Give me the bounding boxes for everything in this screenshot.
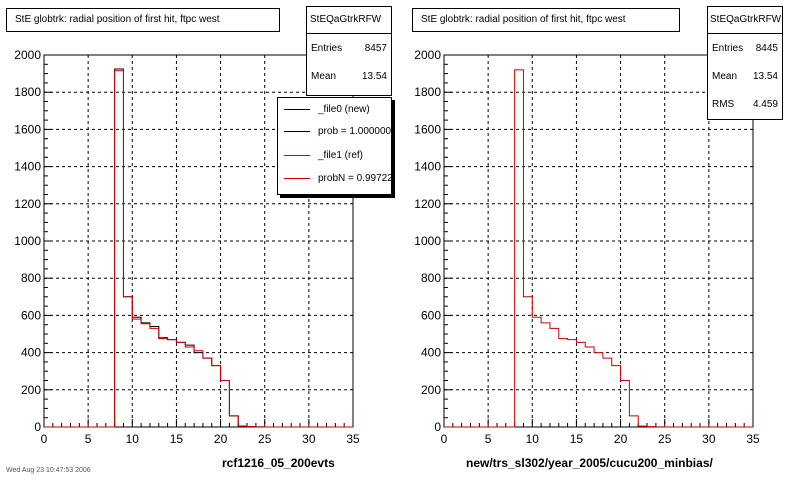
- left-stats-mean-value: 13.54: [361, 71, 387, 82]
- right-y-tick-label: 200: [421, 383, 441, 397]
- legend-item-ref: _file1 (ref): [278, 150, 391, 168]
- left-y-tick-label: 1200: [14, 197, 41, 211]
- legend-box: _file0 (new) prob = 1.000000 _file1 (ref…: [277, 97, 392, 195]
- left-x-tick-label: 25: [258, 432, 272, 446]
- left-plot-title: StE globtrk: radial position of first hi…: [6, 8, 280, 32]
- left-x-tick-label: 5: [85, 432, 92, 446]
- legend-line-probn: [284, 178, 310, 179]
- legend-item-new: _file0 (new): [278, 104, 391, 122]
- right-y-tick-label: 1400: [414, 160, 441, 174]
- left-x-axis-label: rcf1216_05_200evts: [222, 456, 335, 470]
- right-plot-title: StE globtrk: radial position of first hi…: [412, 8, 680, 32]
- right-x-tick-label: 20: [614, 432, 628, 446]
- left-y-tick-label: 1600: [14, 122, 41, 136]
- right-stats-mean-label: Mean: [712, 71, 738, 82]
- left-x-tick-label: 35: [346, 432, 360, 446]
- right-y-tick-label: 2000: [414, 48, 441, 62]
- right-y-tick-label: 0: [434, 420, 441, 434]
- left-x-tick-label: 15: [170, 432, 184, 446]
- left-y-tick-label: 1800: [14, 85, 41, 99]
- left-y-tick-label: 0: [34, 420, 41, 434]
- right-stats-rms-value: 4.459: [752, 99, 778, 110]
- left-series-ref-line: [44, 70, 353, 428]
- left-y-tick-label: 1000: [14, 234, 41, 248]
- right-y-tick-label: 1600: [414, 122, 441, 136]
- left-stats-mean-label: Mean: [311, 71, 337, 82]
- legend-label-new: _file0 (new): [318, 104, 370, 115]
- right-stats-entries-label: Entries: [712, 43, 744, 54]
- left-x-tick-label: 10: [126, 432, 140, 446]
- left-stats-box: StEQaGtrkRFW Entries 8457 Mean 13.54: [306, 6, 392, 96]
- left-stats-entries-value: 8457: [364, 43, 387, 54]
- left-x-tick-label: 30: [302, 432, 316, 446]
- right-stats-box: StEQaGtrkRFW Entries 8445 Mean 13.54 RMS…: [707, 6, 783, 120]
- right-x-tick-label: 15: [570, 432, 584, 446]
- right-y-tick-label: 400: [421, 346, 441, 360]
- right-stats-name: StEQaGtrkRFW: [710, 14, 782, 25]
- right-x-tick-label: 10: [526, 432, 540, 446]
- right-x-tick-label: 30: [702, 432, 716, 446]
- right-x-tick-label: 5: [485, 432, 492, 446]
- left-stats-entries-label: Entries: [311, 43, 343, 54]
- left-x-tick-label: 20: [214, 432, 228, 446]
- left-y-tick-label: 200: [21, 383, 41, 397]
- right-x-tick-label: 35: [746, 432, 760, 446]
- right-x-tick-label: 25: [658, 432, 672, 446]
- right-y-tick-label: 600: [421, 308, 441, 322]
- left-y-tick-label: 800: [21, 271, 41, 285]
- left-stats-name: StEQaGtrkRFW: [310, 14, 382, 25]
- legend-item-probn: probN = 0.997222: [278, 173, 392, 191]
- right-y-tick-label: 800: [421, 271, 441, 285]
- right-plot-frame: [443, 54, 754, 428]
- legend-label-ref: _file1 (ref): [318, 150, 364, 161]
- right-series-ref-line: [444, 69, 753, 428]
- legend-line-prob: [284, 131, 310, 132]
- left-y-tick-label: 2000: [14, 48, 41, 62]
- legend-item-prob: prob = 1.000000: [278, 126, 392, 144]
- legend-line-ref: [284, 155, 310, 156]
- right-x-axis-label: new/trs_sl302/year_2005/cucu200_minbias/: [466, 456, 713, 470]
- right-y-tick-label: 1200: [414, 197, 441, 211]
- left-x-tick-label: 0: [41, 432, 48, 446]
- legend-label-prob: prob = 1.000000: [318, 126, 392, 137]
- timestamp-footer: Wed Aug 23 10:47:53 2006: [6, 467, 91, 474]
- right-stats-entries-value: 8445: [755, 43, 778, 54]
- right-y-tick-label: 1000: [414, 234, 441, 248]
- left-y-tick-label: 400: [21, 346, 41, 360]
- legend-line-new: [284, 109, 310, 110]
- legend-label-probn: probN = 0.997222: [318, 173, 392, 184]
- right-stats-mean-value: 13.54: [752, 71, 778, 82]
- left-y-tick-label: 600: [21, 308, 41, 322]
- right-stats-rms-label: RMS: [712, 99, 735, 110]
- right-y-tick-label: 1800: [414, 85, 441, 99]
- right-x-tick-label: 0: [441, 432, 448, 446]
- left-y-tick-label: 1400: [14, 160, 41, 174]
